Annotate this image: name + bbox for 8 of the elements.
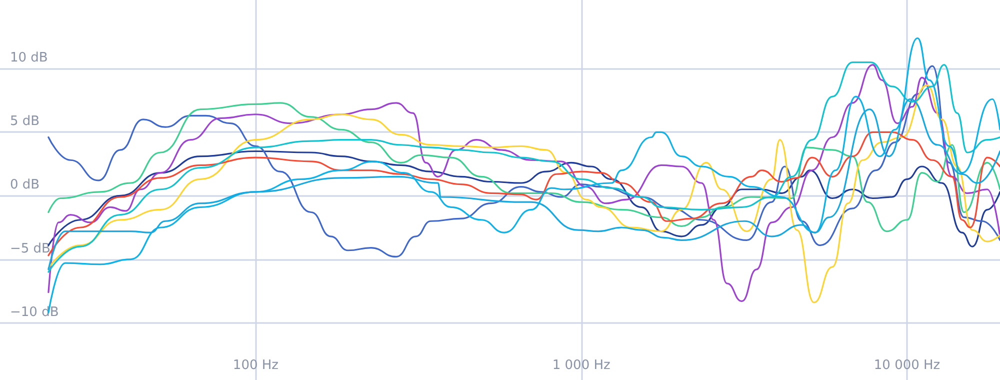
y-tick-label: 0 dB [10,178,40,193]
x-tick-label: 100 Hz [232,358,279,373]
y-tick-label: 10 dB [10,50,48,66]
y-tick-label: −5 dB [10,241,50,256]
y-tick-label: 5 dB [10,114,40,130]
x-tick-label: 10 000 Hz [874,358,940,373]
y-tick-label: −10 dB [10,304,59,320]
x-tick-label: 1 000 Hz [552,358,610,373]
